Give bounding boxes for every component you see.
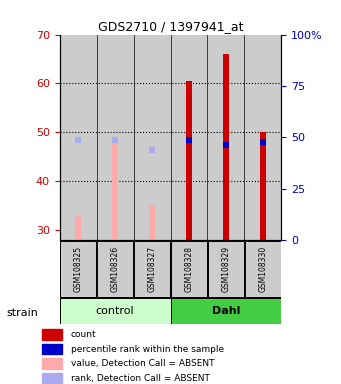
Bar — [134, 35, 170, 240]
Text: GSM108326: GSM108326 — [110, 246, 120, 292]
FancyBboxPatch shape — [60, 298, 170, 324]
Bar — [223, 54, 229, 240]
Bar — [75, 215, 81, 240]
FancyBboxPatch shape — [208, 240, 243, 297]
FancyBboxPatch shape — [98, 240, 133, 297]
Bar — [60, 35, 97, 240]
FancyBboxPatch shape — [60, 240, 96, 297]
Text: value, Detection Call = ABSENT: value, Detection Call = ABSENT — [71, 359, 214, 368]
Text: GSM108330: GSM108330 — [258, 246, 267, 292]
Bar — [186, 81, 192, 240]
FancyBboxPatch shape — [245, 240, 281, 297]
Bar — [42, 358, 62, 369]
Bar — [112, 140, 118, 240]
Text: Dahl: Dahl — [212, 306, 240, 316]
Bar — [207, 35, 244, 240]
Bar — [149, 206, 155, 240]
Title: GDS2710 / 1397941_at: GDS2710 / 1397941_at — [98, 20, 243, 33]
FancyBboxPatch shape — [134, 240, 170, 297]
Bar — [97, 35, 134, 240]
Bar — [260, 132, 266, 240]
Bar — [42, 344, 62, 354]
Text: control: control — [96, 306, 134, 316]
FancyBboxPatch shape — [171, 240, 207, 297]
Text: GSM108325: GSM108325 — [74, 246, 83, 292]
Text: count: count — [71, 330, 96, 339]
Text: GSM108329: GSM108329 — [221, 246, 231, 292]
FancyBboxPatch shape — [170, 298, 281, 324]
Bar — [42, 373, 62, 383]
Text: rank, Detection Call = ABSENT: rank, Detection Call = ABSENT — [71, 374, 210, 382]
Text: GSM108328: GSM108328 — [184, 246, 193, 292]
Text: strain: strain — [7, 308, 39, 318]
Text: GSM108327: GSM108327 — [148, 246, 157, 292]
Bar — [42, 329, 62, 340]
Text: percentile rank within the sample: percentile rank within the sample — [71, 344, 224, 354]
Bar — [170, 35, 207, 240]
Bar — [244, 35, 281, 240]
